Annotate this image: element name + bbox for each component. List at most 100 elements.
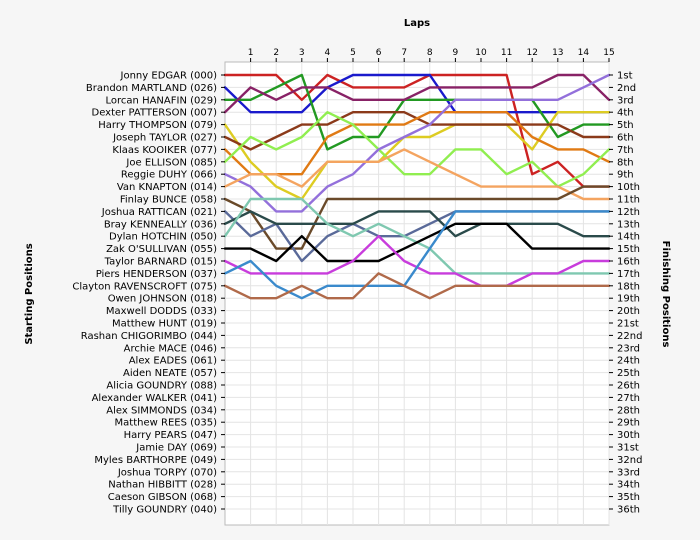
finishing-position-label: 2nd <box>617 83 636 94</box>
finishing-position-label: 35th <box>617 492 640 503</box>
driver-series-line <box>223 73 611 213</box>
finishing-position-label: 24th <box>617 356 640 367</box>
x-tick-label: 1 <box>248 48 254 58</box>
finishing-position-label: 33rd <box>617 467 640 478</box>
starting-position-label: Alicia GOUNDRY (088) <box>106 381 217 392</box>
finishing-position-label: 21st <box>617 319 639 330</box>
finishing-position-label: 26th <box>617 381 640 392</box>
finishing-position-label: 15th <box>617 244 640 255</box>
finishing-position-label: 29th <box>617 418 640 429</box>
starting-position-label: Maxwell DODDS (033) <box>106 306 217 317</box>
starting-position-label: Alexander WALKER (041) <box>92 393 218 404</box>
starting-position-label: Matthew REES (035) <box>115 418 218 429</box>
starting-position-label: Bray KENNEALLY (036) <box>104 219 217 230</box>
starting-position-label: Jamie DAY (069) <box>135 443 217 454</box>
finishing-position-label: 1st <box>617 71 633 82</box>
finishing-position-label: 23rd <box>617 343 640 354</box>
finishing-position-label: 28th <box>617 405 640 416</box>
finishing-position-label: 30th <box>617 430 640 441</box>
y-axis-title-left: Starting Positions <box>24 243 35 344</box>
finishing-position-label: 4th <box>617 108 634 119</box>
x-tick-label: 13 <box>552 48 563 58</box>
starting-position-label: Piers HENDERSON (037) <box>96 269 217 280</box>
starting-position-label: Lorcan HANAFIN (029) <box>106 95 218 106</box>
starting-position-label: Zak O'SULLIVAN (055) <box>106 244 217 255</box>
finishing-position-label: 13th <box>617 219 640 230</box>
starting-position-label: Joseph TAYLOR (027) <box>112 133 217 144</box>
finishing-position-label: 9th <box>617 170 634 181</box>
finishing-position-label: 18th <box>617 281 640 292</box>
x-tick-label: 11 <box>501 48 512 58</box>
driver-series-line <box>223 110 611 188</box>
x-tick-label: 9 <box>453 48 459 58</box>
starting-position-label: Owen JOHNSON (018) <box>108 294 217 305</box>
finishing-position-label: 12th <box>617 207 640 218</box>
x-axis-ticks: 1 2 3 4 5 6 7 8 9 10 11 12 13 14 15 <box>248 48 615 62</box>
driver-series-line <box>223 148 611 201</box>
finishing-position-label: 7th <box>617 145 634 156</box>
starting-position-label: Dylan HOTCHIN (050) <box>109 232 217 243</box>
starting-position-label: Dexter PATTERSON (007) <box>92 108 218 119</box>
starting-position-label: Matthew HUNT (019) <box>112 319 217 330</box>
x-tick-label: 4 <box>325 48 331 58</box>
x-tick-label: 12 <box>526 48 537 58</box>
finishing-position-label: 27th <box>617 393 640 404</box>
x-tick-label: 7 <box>401 48 407 58</box>
x-tick-label: 5 <box>350 48 356 58</box>
finishing-position-label: 25th <box>617 368 640 379</box>
plot-area <box>224 61 610 526</box>
finishing-position-label: 11th <box>617 195 640 206</box>
finishing-position-label: 8th <box>617 157 634 168</box>
finishing-position-label: 16th <box>617 257 640 268</box>
starting-position-label: Myles BARTHORPE (049) <box>94 455 217 466</box>
finishing-position-label: 32nd <box>617 455 642 466</box>
x-tick-label: 15 <box>603 48 614 58</box>
finishing-position-label: 6th <box>617 133 634 144</box>
starting-position-label: Alex EADES (061) <box>129 356 217 367</box>
starting-position-label: Nathan HIBBITT (028) <box>108 480 217 491</box>
starting-position-label: Brandon MARTLAND (026) <box>86 83 217 94</box>
driver-series-line <box>223 110 611 201</box>
x-tick-label: 3 <box>299 48 305 58</box>
driver-series-line <box>223 73 611 114</box>
x-tick-label: 10 <box>475 48 487 58</box>
starting-position-label: Klaas KOOIKER (077) <box>112 145 217 156</box>
finishing-positions-axis: 1st2nd3rd4th5th6th7th8th9th10th11th12th1… <box>609 71 642 516</box>
starting-position-label: Aiden NEATE (057) <box>123 368 217 379</box>
starting-position-label: Van KNAPTON (014) <box>117 182 217 193</box>
finishing-position-label: 36th <box>617 505 640 516</box>
starting-position-label: Jonny EDGAR (000) <box>120 71 218 82</box>
x-tick-label: 6 <box>376 48 382 58</box>
finishing-position-label: 22nd <box>617 331 642 342</box>
starting-position-label: Joshua RATTICAN (021) <box>101 207 217 218</box>
finishing-position-label: 34th <box>617 480 640 491</box>
x-tick-label: 2 <box>273 48 279 58</box>
starting-position-label: Archie MACE (046) <box>124 343 217 354</box>
starting-position-label: Caeson GIBSON (068) <box>108 492 217 503</box>
finishing-position-label: 20th <box>617 306 640 317</box>
finishing-position-label: 10th <box>617 182 640 193</box>
x-axis-title: Laps <box>404 18 430 29</box>
driver-series-line <box>223 73 611 188</box>
finishing-position-label: 31st <box>617 443 639 454</box>
driver-series-line <box>223 210 611 238</box>
starting-position-label: Joshua TORPY (070) <box>117 467 217 478</box>
x-tick-label: 8 <box>427 48 433 58</box>
starting-position-label: Rashan CHIGORIMBO (044) <box>81 331 217 342</box>
driver-series-line <box>223 73 611 151</box>
finishing-position-label: 19th <box>617 294 640 305</box>
driver-series-line <box>223 73 611 114</box>
starting-position-label: Joe ELLISON (085) <box>125 157 217 168</box>
starting-position-label: Harry THOMPSON (079) <box>98 120 217 131</box>
y-axis-title-right: Finishing Positions <box>660 241 671 348</box>
starting-position-label: Taylor BARNARD (015) <box>104 257 217 268</box>
x-tick-label: 14 <box>578 48 590 58</box>
starting-position-label: Clayton RAVENSCROFT (075) <box>72 281 217 292</box>
series-lines <box>223 73 611 300</box>
finishing-position-label: 5th <box>617 120 634 131</box>
driver-series-line <box>223 222 611 263</box>
starting-position-label: Harry PEARS (047) <box>124 430 217 441</box>
starting-position-label: Tilly GOUNDRY (040) <box>112 505 217 516</box>
